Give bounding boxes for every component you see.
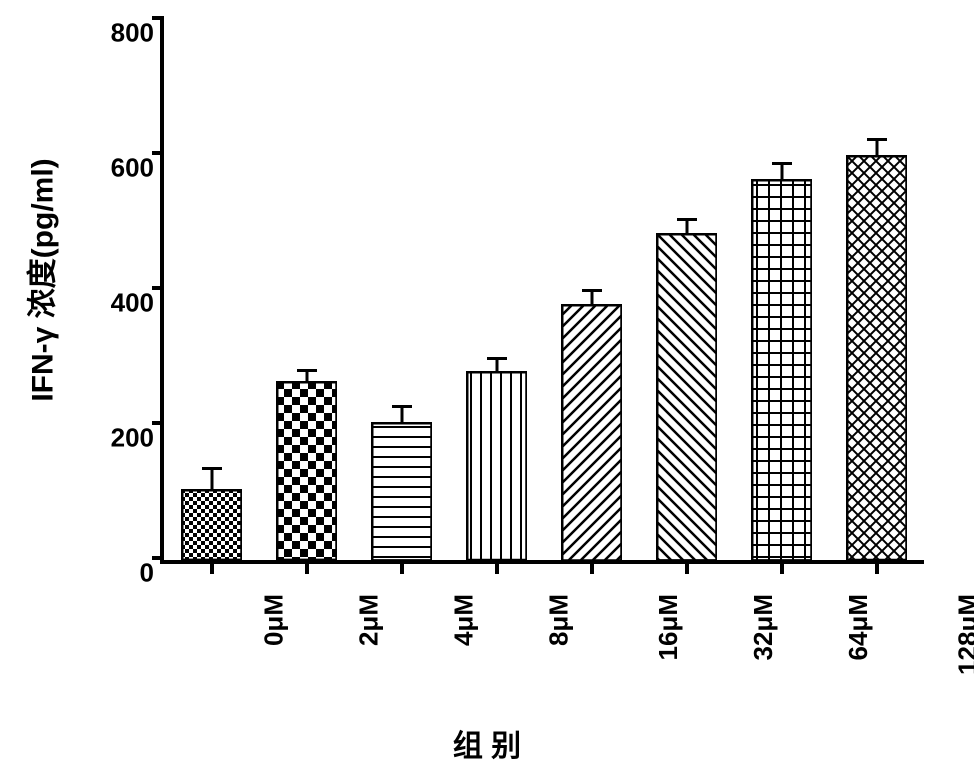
- plot-area: 02004006008000μM2μM4μM8μM16μM32μM64μM128…: [160, 20, 924, 564]
- error-bar: [590, 291, 593, 303]
- y-tick-label: 200: [104, 423, 154, 454]
- error-bar: [305, 371, 308, 381]
- x-tick-mark: [590, 562, 594, 574]
- error-bar-cap: [677, 218, 697, 221]
- bar: [561, 304, 623, 561]
- x-tick-mark: [780, 562, 784, 574]
- error-bar-cap: [392, 405, 412, 408]
- error-bar-cap: [867, 138, 887, 141]
- x-tick-mark: [495, 562, 499, 574]
- bar: [276, 381, 338, 560]
- y-tick-mark: [152, 286, 164, 290]
- bar-chart: IFN-γ 浓度(pg/ml) 02004006008000μM2μM4μM8μ…: [0, 0, 974, 775]
- bar: [751, 179, 813, 560]
- x-tick-mark: [685, 562, 689, 574]
- x-tick-label: 64μM: [843, 594, 874, 661]
- error-bar-cap: [772, 162, 792, 165]
- error-bar: [780, 164, 783, 179]
- y-tick-mark: [152, 556, 164, 560]
- y-tick-label: 800: [104, 18, 154, 49]
- x-tick-mark: [400, 562, 404, 574]
- x-tick-label: 8μM: [543, 594, 574, 646]
- error-bar-cap: [297, 369, 317, 372]
- y-tick-label: 600: [104, 153, 154, 184]
- x-tick-label: 0μM: [258, 594, 289, 646]
- bar: [846, 155, 908, 560]
- bar: [466, 371, 528, 560]
- y-tick-mark: [152, 151, 164, 155]
- x-tick-mark: [305, 562, 309, 574]
- x-tick-label: 2μM: [353, 594, 384, 646]
- error-bar: [685, 220, 688, 232]
- error-bar: [400, 407, 403, 422]
- error-bar-cap: [487, 357, 507, 360]
- y-tick-mark: [152, 421, 164, 425]
- bar: [181, 489, 243, 560]
- x-tick-mark: [210, 562, 214, 574]
- x-tick-label: 4μM: [448, 594, 479, 646]
- x-tick-label: 32μM: [748, 594, 779, 661]
- error-bar: [495, 359, 498, 371]
- x-axis-label-text: 组 别: [453, 730, 521, 763]
- bar: [371, 422, 433, 560]
- y-tick-mark: [152, 16, 164, 20]
- y-axis-label: IFN-γ 浓度(pg/ml): [20, 0, 60, 560]
- x-axis-label: 组 别: [0, 721, 974, 765]
- y-tick-label: 0: [104, 558, 154, 589]
- x-tick-label: 16μM: [653, 594, 684, 661]
- error-bar-cap: [202, 467, 222, 470]
- x-tick-mark: [875, 562, 879, 574]
- y-axis-label-text: IFN-γ 浓度(pg/ml): [18, 158, 62, 401]
- bar: [656, 233, 718, 560]
- y-tick-label: 400: [104, 288, 154, 319]
- error-bar-cap: [582, 289, 602, 292]
- error-bar: [210, 469, 213, 489]
- x-tick-label: 128μM: [952, 594, 974, 675]
- error-bar: [875, 140, 878, 155]
